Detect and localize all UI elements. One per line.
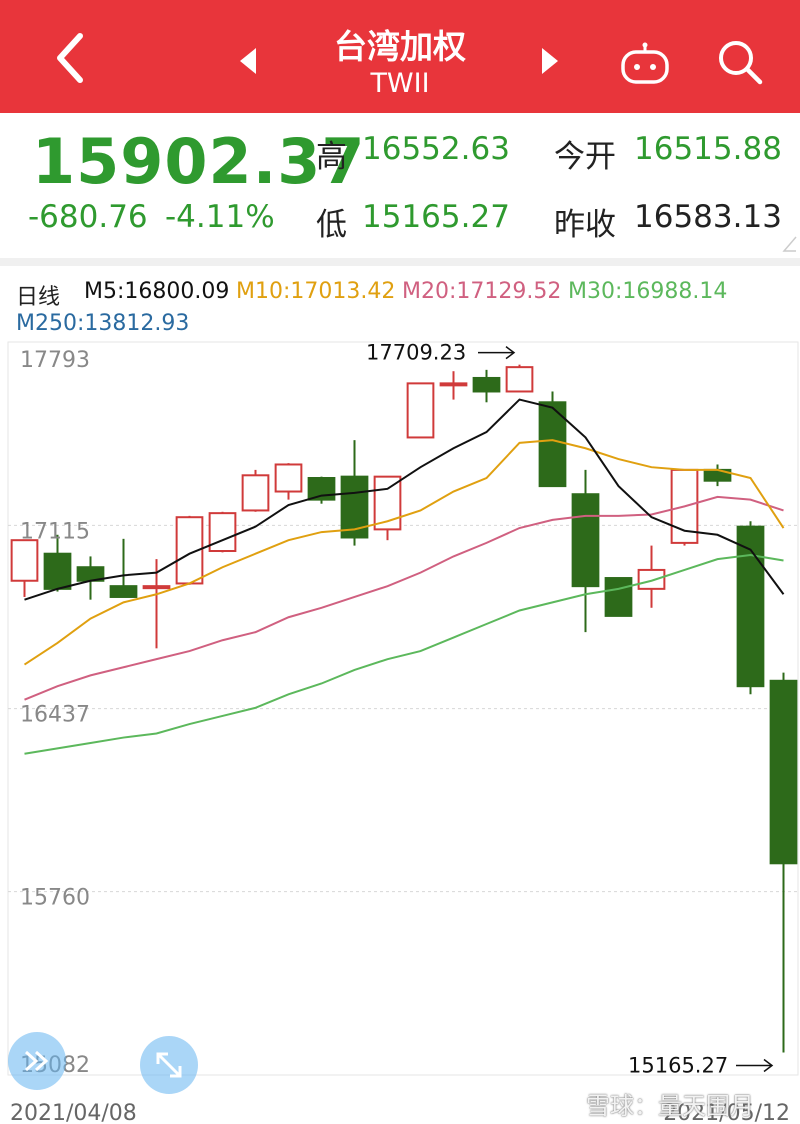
candle — [637, 545, 666, 608]
period-label[interactable]: 日线 — [16, 285, 61, 310]
candle — [76, 556, 105, 600]
page-subtitle: TWII — [370, 68, 430, 99]
candle — [241, 469, 270, 512]
candle-body — [109, 585, 138, 598]
candle — [10, 539, 39, 597]
candle-body — [142, 585, 171, 590]
candle-body — [10, 539, 39, 582]
max-price-label: 17709.23 — [366, 341, 466, 365]
min-price-label: 15165.27 — [628, 1053, 728, 1077]
candlestick-chart[interactable]: 177931711516437157601508217709.2315165.2… — [0, 330, 800, 1124]
low-value: 15165.27 — [362, 199, 510, 235]
candle-body — [340, 475, 369, 539]
candle — [307, 476, 336, 504]
y-tick-label: 15760 — [20, 886, 90, 911]
expand-chart-button[interactable] — [140, 1036, 198, 1094]
ma5-legend: M5:16800.09 — [84, 279, 230, 304]
open-label: 今开 — [554, 139, 616, 175]
candle-body — [736, 525, 765, 688]
high-label: 高 — [316, 139, 347, 175]
candle-body — [274, 463, 303, 493]
candle — [142, 559, 171, 649]
candle — [472, 369, 501, 403]
page-title: 台湾加权 — [334, 27, 466, 66]
y-tick-label: 16437 — [20, 703, 90, 728]
fast-forward-button[interactable] — [8, 1032, 66, 1090]
prev-close-label: 昨收 — [554, 207, 616, 243]
candle — [274, 463, 303, 500]
quote-panel: 15902.37 -680.76 -4.11% 高 16552.63 低 151… — [0, 113, 800, 258]
open-value: 16515.88 — [634, 131, 782, 167]
y-tick-label: 17115 — [20, 519, 90, 544]
y-tick-label: 17793 — [20, 348, 90, 373]
prev-close-value: 16583.13 — [634, 199, 782, 235]
high-value: 16552.63 — [362, 131, 510, 167]
corner-indicator-icon — [782, 236, 797, 252]
candle — [736, 521, 765, 695]
triangle-left-icon[interactable] — [236, 46, 260, 76]
chart-frame — [7, 341, 799, 1076]
candle-body — [406, 382, 435, 439]
expand-arrows-icon — [156, 1052, 182, 1078]
candle — [406, 382, 435, 439]
candle-body — [505, 366, 534, 393]
candle — [439, 371, 468, 400]
price-change: -680.76 — [28, 199, 148, 235]
ma30-legend: M30:16988.14 — [568, 279, 728, 304]
candle-body — [571, 493, 600, 588]
candle — [604, 577, 633, 617]
triangle-right-icon[interactable] — [538, 46, 562, 76]
candle-body — [637, 568, 666, 590]
candle-body — [43, 552, 72, 590]
ma250-legend: M250:13812.93 — [16, 311, 190, 336]
candle — [571, 469, 600, 633]
max-arrow-head — [505, 346, 516, 360]
top-bar: 台湾加权 TWII — [0, 0, 800, 113]
candle-body — [604, 577, 633, 617]
candle — [109, 538, 138, 598]
chevron-left-icon[interactable] — [48, 28, 92, 88]
ma10-legend: M10:17013.42 — [236, 279, 396, 304]
section-divider — [0, 258, 800, 266]
candle — [505, 364, 534, 393]
robot-icon[interactable] — [620, 42, 670, 84]
candle — [373, 475, 402, 541]
min-arrow-head — [763, 1058, 774, 1073]
low-label: 低 — [316, 207, 347, 243]
candle-body — [439, 382, 468, 387]
m5-line — [24, 398, 785, 601]
candle-body — [241, 474, 270, 512]
m20-line — [24, 495, 784, 701]
ma20-legend: M20:17129.52 — [402, 279, 562, 304]
candle-body — [472, 376, 501, 393]
watermark: 雪球：量天围月 — [586, 1092, 754, 1120]
candle-body — [208, 512, 237, 553]
candle — [208, 511, 237, 553]
candle — [703, 464, 732, 487]
end-date-label: 2021/05/12 — [663, 1101, 790, 1124]
start-date-label: 2021/04/08 — [10, 1101, 137, 1124]
candle — [769, 672, 798, 1053]
double-chevron-icon — [24, 1050, 49, 1072]
price-change-percent: -4.11% — [165, 199, 275, 235]
m10-line — [23, 439, 785, 666]
search-icon[interactable] — [716, 38, 764, 86]
last-price: 15902.37 — [32, 125, 366, 198]
candle-body — [769, 679, 798, 865]
m30-line — [24, 554, 784, 755]
